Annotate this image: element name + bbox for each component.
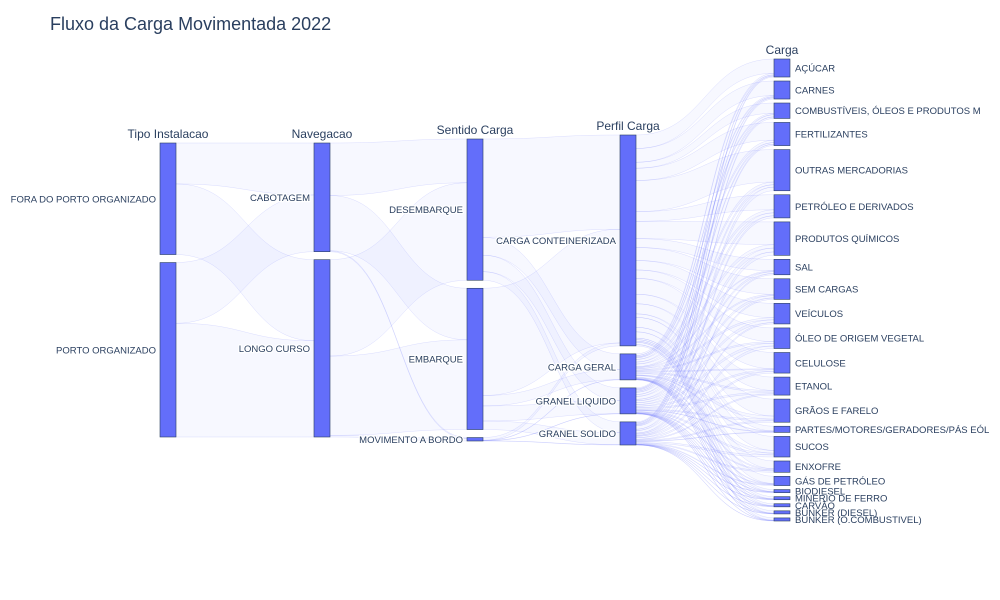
category-label-granel-solido: GRANEL SOLIDO [539,429,616,440]
node-carga-fertilizantes[interactable] [773,122,791,146]
category-label-carvao: CARVÃO [795,501,835,512]
category-label-minerio-de-ferro: MINÉRIO DE FERRO [795,494,887,505]
category-label-oleo-de-origem-vegetal: ÓLEO DE ORIGEM VEGETAL [795,334,924,345]
ribbons-layer [175,58,775,522]
category-label-produtos-quimicos: PRODUTOS QUÍMICOS [795,234,899,245]
category-label-partes-motores-geradores-pas-eol: PARTES/MOTORES/GERADORES/PÁS EÓL [795,425,989,436]
category-label-enxofre: ENXOFRE [795,462,841,473]
category-label-carga-conteinerizada: CARGA CONTEINERIZADA [496,236,616,247]
node-carga-petroleo-e-derivados[interactable] [773,194,791,219]
dimension-label-carga: Carga [766,43,799,57]
dimension-label-navegacao: Navegacao [292,127,353,141]
category-label-longo-curso: LONGO CURSO [239,344,310,355]
category-label-bunker-diesel: BUNKER (DIESEL) [795,508,877,519]
node-carga-sal[interactable] [773,259,791,276]
node-carga-partes-motores-geradores-pas-eol[interactable] [773,425,791,433]
dimension-label-sentido-carga: Sentido Carga [437,123,514,137]
node-carga-bunker-diesel[interactable] [773,510,791,515]
node-navegacao-longo-curso[interactable] [313,259,331,438]
node-carga-minerio-de-ferro[interactable] [773,496,791,501]
node-perfil-carga-granel-solido[interactable] [619,421,637,446]
category-label-acucar: AÇÚCAR [795,64,835,75]
ribbon-3-1 [482,134,621,238]
node-carga-sem-cargas[interactable] [773,278,791,300]
node-perfil-carga-carga-conteinerizada[interactable] [619,134,637,347]
category-nodes-layer [159,58,791,522]
category-label-desembarque: DESEMBARQUE [389,205,463,216]
node-carga-sucos[interactable] [773,436,791,458]
category-label-cabotagem: CABOTAGEM [250,193,310,204]
node-navegacao-cabotagem[interactable] [313,142,331,252]
node-carga-celulose[interactable] [773,352,791,374]
category-label-sucos: SUCOS [795,442,829,453]
category-label-movimento-a-bordo: MOVIMENTO A BORDO [359,435,463,446]
node-sentido-carga-embarque[interactable] [466,287,484,430]
category-label-gas-de-petroleo: GÁS DE PETRÓLEO [795,476,885,487]
node-carga-carvao[interactable] [773,503,791,508]
node-carga-outras-mercadorias[interactable] [773,149,791,192]
category-label-carga-geral: CARGA GERAL [548,362,616,373]
node-carga-gas-de-petroleo[interactable] [773,476,791,486]
node-carga-acucar[interactable] [773,58,791,78]
node-perfil-carga-carga-geral[interactable] [619,353,637,381]
node-carga-bunker-o-combustivel[interactable] [773,517,791,522]
category-label-fertilizantes: FERTILIZANTES [795,130,868,141]
node-carga-biodiesel[interactable] [773,489,791,493]
category-label-granel-liquido: GRANEL LIQUIDO [536,396,616,407]
category-label-embarque: EMBARQUE [409,354,463,365]
ribbon-1-4 [175,322,315,438]
node-carga-enxofre[interactable] [773,460,791,473]
node-carga-produtos-quimicos[interactable] [773,221,791,256]
dimension-label-perfil-carga: Perfil Carga [596,119,660,133]
node-sentido-carga-desembarque[interactable] [466,138,484,281]
dimension-label-tipo-instalacao: Tipo Instalacao [128,127,209,141]
node-carga-graos-e-farelo[interactable] [773,398,791,423]
category-label-porto-organizado: PORTO ORGANIZADO [56,345,156,356]
category-label-sal: SAL [795,263,813,274]
node-tipo-instalacao-fora-do-porto-organizado[interactable] [159,142,177,255]
labels-layer: Tipo Instalacao FORA DO PORTO ORGANIZADO P… [11,43,990,526]
chart-title: Fluxo da Carga Movimentada 2022 [50,14,331,34]
category-label-veiculos: VEÍCULOS [795,309,843,320]
node-perfil-carga-granel-liquido[interactable] [619,387,637,415]
node-carga-oleo-de-origem-vegetal[interactable] [773,327,791,349]
node-tipo-instalacao-porto-organizado[interactable] [159,262,177,438]
category-label-carnes: CARNES [795,86,835,97]
category-label-combustiveis-oleos-e-produtos-m: COMBUSTÍVEIS, ÓLEOS E PRODUTOS M [795,106,981,117]
category-label-sem-cargas: SEM CARGAS [795,285,858,296]
category-label-outras-mercadorias: OUTRAS MERCADORIAS [795,166,908,177]
category-label-celulose: CELULOSE [795,358,846,369]
node-carga-combustiveis-oleos-e-produtos-m[interactable] [773,102,791,119]
category-label-petroleo-e-derivados: PETRÓLEO E DERIVADOS [795,202,914,213]
node-carga-veiculos[interactable] [773,303,791,325]
category-label-bunker-o-combustivel: BUNKER (O.COMBUSTIVEL) [795,515,922,526]
node-sentido-carga-movimento-a-bordo[interactable] [466,437,484,442]
node-carga-etanol[interactable] [773,376,791,396]
category-label-fora-do-porto-organizado: FORA DO PORTO ORGANIZADO [11,194,156,205]
category-label-etanol: ETANOL [795,382,832,393]
node-carga-carnes[interactable] [773,80,791,100]
category-label-graos-e-farelo: GRÃOS E FARELO [795,406,878,417]
category-label-biodiesel: BIODIESEL [795,487,845,498]
